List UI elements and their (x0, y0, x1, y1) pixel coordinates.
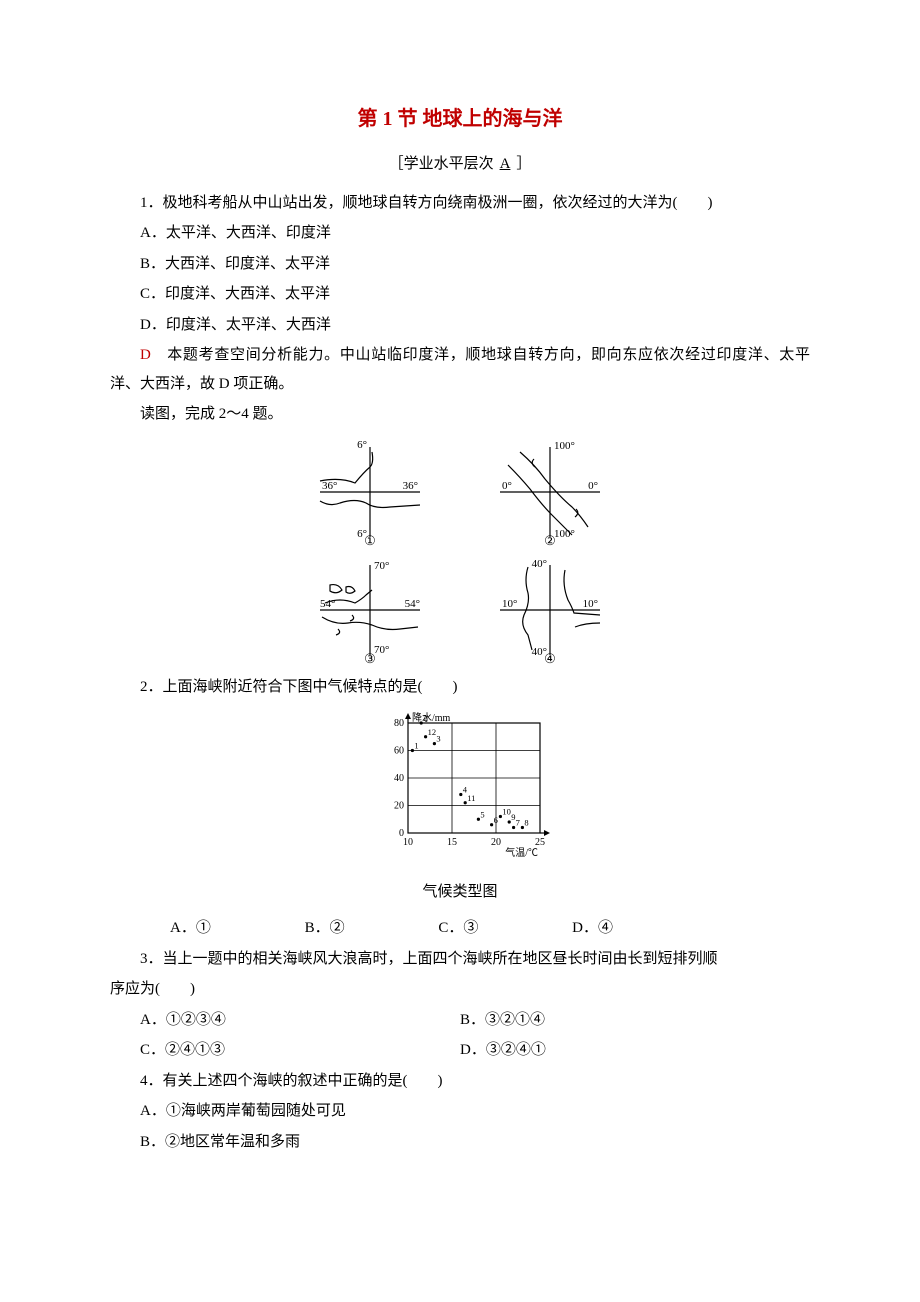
svg-text:2: 2 (423, 713, 427, 723)
svg-text:5: 5 (480, 809, 484, 819)
svg-text:54°: 54° (405, 598, 420, 610)
svg-text:6°: 6° (357, 439, 367, 451)
q3-options-row2: C．②④①③ D．③②④① (110, 1036, 810, 1065)
strait-maps-row-2: 70° 70° 54° 54° ③ 40° 40° 10° 10° ④ (110, 555, 810, 665)
q2-option-b: B．② (275, 914, 345, 943)
strait-map-4: 40° 40° 10° 10° ④ (480, 555, 620, 665)
svg-text:40°: 40° (532, 558, 547, 570)
svg-text:气温/℃: 气温/℃ (505, 846, 538, 859)
svg-text:25: 25 (535, 837, 545, 848)
svg-text:7: 7 (516, 818, 520, 828)
strait-maps-figure: 6° 6° 36° 36° ① 100° 100° 0° 0° ② (110, 437, 810, 665)
strait-map-2: 100° 100° 0° 0° ② (480, 437, 620, 547)
svg-text:10°: 10° (502, 598, 517, 610)
q3-option-a: A．①②③④ (110, 1006, 460, 1035)
q1-explanation: D 本题考查空间分析能力。中山站临印度洋，顺地球自转方向，即向东应依次经过印度洋… (110, 341, 810, 398)
q1-stem: 1．极地科考船从中山站出发，顺地球自转方向绕南极洲一圈，依次经过的大洋为( ) (110, 189, 810, 218)
q3-option-d: D．③②④① (460, 1036, 810, 1065)
svg-text:0°: 0° (588, 480, 598, 492)
svg-text:降水/mm: 降水/mm (412, 711, 451, 724)
svg-text:80: 80 (394, 718, 404, 729)
strait-map-3: 70° 70° 54° 54° ③ (300, 555, 440, 665)
svg-text:10: 10 (403, 837, 413, 848)
q1-option-b: B．大西洋、印度洋、太平洋 (110, 250, 810, 279)
q1-option-a: A．太平洋、大西洋、印度洋 (110, 219, 810, 248)
q4-stem: 4．有关上述四个海峡的叙述中正确的是( ) (110, 1067, 810, 1096)
svg-text:④: ④ (544, 651, 556, 665)
strait-map-1: 6° 6° 36° 36° ① (300, 437, 440, 547)
svg-text:11: 11 (467, 793, 475, 803)
svg-text:0°: 0° (502, 480, 512, 492)
svg-text:20: 20 (491, 837, 501, 848)
q3-stem-line2: 序应为( ) (110, 975, 810, 1004)
svg-text:1: 1 (414, 741, 418, 751)
svg-text:70°: 70° (374, 644, 389, 656)
svg-text:12: 12 (428, 727, 437, 737)
q2-option-c: C．③ (408, 914, 478, 943)
svg-text:36°: 36° (322, 480, 337, 492)
read-instruction: 读图，完成 2～4 题。 (110, 400, 810, 429)
svg-text:8: 8 (524, 818, 528, 828)
subtitle: ［学业水平层次A］ (110, 150, 810, 179)
q1-explanation-text: 本题考查空间分析能力。中山站临印度洋，顺地球自转方向，即向东应依次经过印度洋、太… (110, 347, 810, 392)
svg-text:36°: 36° (403, 480, 418, 492)
svg-text:6: 6 (494, 815, 498, 825)
climate-chart-svg: 10152025020406080降水/mm气温/℃12123411561097… (370, 709, 550, 859)
q1-option-c: C．印度洋、大西洋、太平洋 (110, 280, 810, 309)
svg-text:100°: 100° (554, 440, 575, 452)
subtitle-suffix: ］ (516, 156, 531, 172)
q3-option-b: B．③②①④ (460, 1006, 810, 1035)
climate-chart-caption: 气候类型图 (110, 878, 810, 907)
svg-text:60: 60 (394, 746, 404, 757)
q2-stem: 2．上面海峡附近符合下图中气候特点的是( ) (110, 673, 810, 702)
svg-text:10°: 10° (583, 598, 598, 610)
q4-option-a: A．①海峡两岸葡萄园随处可见 (110, 1097, 810, 1126)
section-title: 第 1 节 地球上的海与洋 (110, 100, 810, 138)
svg-text:40: 40 (394, 773, 404, 784)
svg-text:15: 15 (447, 837, 457, 848)
q1-option-d: D．印度洋、太平洋、大西洋 (110, 311, 810, 340)
svg-text:①: ① (364, 533, 376, 547)
climate-chart-figure: 10152025020406080降水/mm气温/℃12123411561097… (110, 709, 810, 870)
strait-maps-row-1: 6° 6° 36° 36° ① 100° 100° 0° 0° ② (110, 437, 810, 547)
subtitle-prefix: ［学业水平层次 (389, 156, 494, 172)
svg-text:10: 10 (502, 807, 511, 817)
svg-text:③: ③ (364, 651, 376, 665)
svg-text:20: 20 (394, 801, 404, 812)
svg-text:3: 3 (436, 734, 440, 744)
q3-options-row1: A．①②③④ B．③②①④ (110, 1006, 810, 1035)
q3-option-c: C．②④①③ (110, 1036, 460, 1065)
q3-stem-line1: 3．当上一题中的相关海峡风大浪高时，上面四个海峡所在地区昼长时间由长到短排列顺 (110, 945, 810, 974)
level-letter: A (494, 156, 517, 172)
q2-option-a: A．① (140, 914, 211, 943)
q4-option-b: B．②地区常年温和多雨 (110, 1128, 810, 1157)
svg-text:70°: 70° (374, 560, 389, 572)
svg-text:100°: 100° (554, 528, 575, 540)
svg-text:54°: 54° (320, 598, 335, 610)
svg-text:0: 0 (399, 828, 404, 839)
svg-text:②: ② (544, 533, 556, 547)
q2-option-d: D．④ (542, 914, 613, 943)
q1-answer-letter: D (140, 347, 151, 363)
q2-options: A．① B．② C．③ D．④ (110, 914, 810, 943)
